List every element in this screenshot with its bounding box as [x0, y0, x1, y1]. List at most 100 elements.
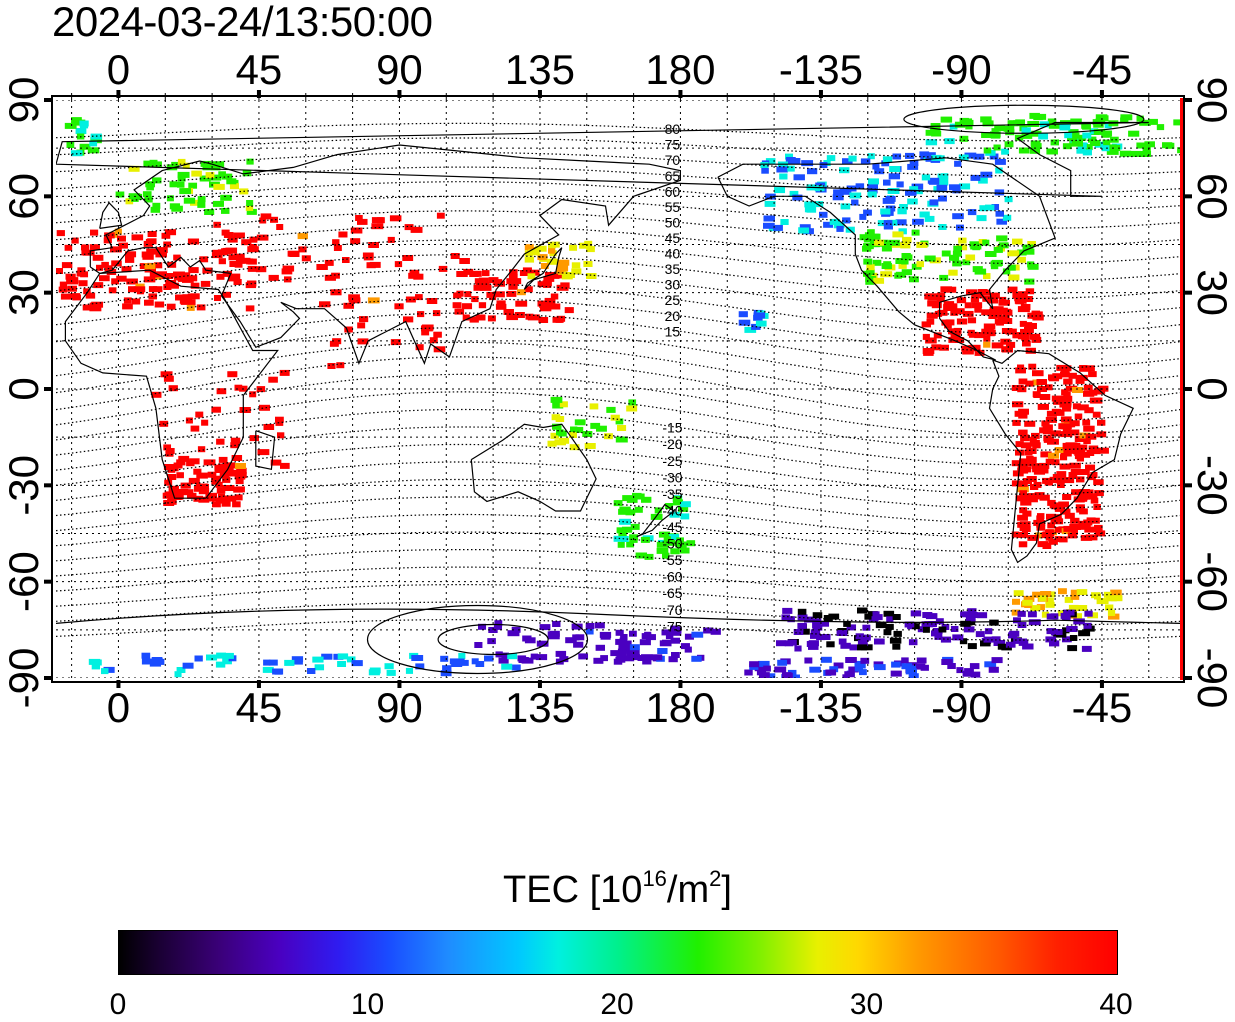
tec-cell — [738, 319, 751, 326]
coastline — [255, 430, 276, 471]
y-tick-label-left: -90 — [0, 648, 47, 709]
tec-cell — [227, 371, 238, 378]
tec-cell — [1018, 147, 1030, 154]
tec-cell — [890, 670, 902, 677]
tec-cell — [469, 271, 479, 277]
tec-cell — [1097, 115, 1109, 122]
tec-cell — [1090, 517, 1100, 524]
tec-cell — [387, 236, 395, 243]
tec-cell — [785, 158, 796, 165]
tec-cell — [1084, 365, 1095, 372]
tec-cell — [1060, 431, 1073, 438]
tec-cell — [1046, 613, 1058, 620]
tec-cell — [131, 195, 139, 202]
tec-cell — [1020, 499, 1032, 506]
tec-cell — [1039, 494, 1050, 501]
tec-cell — [754, 665, 765, 672]
tec-cell — [1058, 501, 1069, 508]
tec-cell — [941, 250, 951, 257]
tec-cell — [1128, 130, 1140, 137]
tec-cell — [235, 257, 245, 264]
tec-cell — [1094, 490, 1104, 497]
tec-cell — [205, 495, 214, 502]
tec-cell — [896, 181, 904, 188]
tec-cell — [503, 309, 515, 315]
tec-cell — [332, 338, 342, 345]
tec-cell — [874, 664, 886, 671]
tec-cell — [848, 666, 859, 673]
tec-cell — [167, 466, 176, 473]
tec-cell — [863, 243, 874, 250]
tec-cell — [1177, 147, 1180, 154]
contour-label: 55 — [665, 199, 681, 215]
magnetic-pole-contour — [437, 623, 549, 656]
tec-cell — [833, 662, 844, 669]
tec-cell — [507, 630, 520, 637]
tec-cell — [812, 612, 823, 619]
magnetic-contour — [56, 283, 1180, 335]
tec-cell — [773, 224, 783, 231]
tec-cell — [524, 256, 535, 263]
tec-cell — [350, 227, 363, 234]
magnetic-pole-contour — [366, 604, 589, 675]
tec-cell — [1076, 476, 1085, 483]
tec-cell — [902, 236, 912, 243]
x-tick-label-bottom: -45 — [1072, 684, 1133, 731]
contour-label: -70 — [662, 602, 682, 618]
y-tick-label-left: 90 — [0, 77, 47, 124]
tec-cell — [433, 346, 446, 353]
tec-cell — [564, 307, 574, 314]
tec-cell — [909, 186, 919, 193]
tec-cell — [152, 177, 162, 184]
tec-cell — [619, 506, 631, 513]
tec-cell — [493, 623, 503, 630]
tec-cell — [840, 203, 851, 210]
tec-cell — [456, 271, 468, 277]
tec-cell — [656, 541, 669, 548]
tec-cell — [1023, 248, 1035, 255]
tec-cell — [164, 491, 172, 498]
tec-cell — [984, 628, 993, 635]
tec-cell — [85, 292, 96, 299]
tec-cell — [404, 224, 414, 231]
y-tick-label-left: -30 — [0, 455, 47, 516]
magnetic-contour — [56, 461, 1180, 510]
tec-cell — [825, 669, 837, 676]
tec-cell — [1071, 489, 1081, 496]
tec-cell — [163, 444, 172, 451]
tec-cell — [921, 321, 931, 328]
tec-cell — [981, 132, 993, 138]
tec-cell — [970, 671, 981, 678]
tec-cell — [61, 262, 73, 269]
tec-cell — [656, 547, 669, 554]
tec-cell — [997, 643, 1010, 650]
tec-cell — [927, 294, 940, 301]
tec-cell — [993, 640, 1006, 646]
tec-cell — [144, 263, 156, 270]
tec-cell — [1015, 119, 1026, 126]
tec-cell — [1019, 458, 1027, 465]
tec-cell — [883, 220, 893, 227]
tec-cell — [931, 302, 942, 309]
tec-cell — [1019, 521, 1031, 528]
tec-cell — [1015, 441, 1024, 448]
y-tick-label-right: 90 — [1189, 77, 1235, 124]
tec-cell — [60, 293, 72, 300]
tec-cell — [1051, 503, 1060, 510]
tec-cell — [342, 257, 350, 263]
tec-cell — [959, 135, 969, 142]
tec-cell — [222, 476, 231, 483]
tec-cell — [874, 168, 885, 175]
tec-cell — [994, 189, 1005, 196]
tec-cell — [163, 375, 174, 382]
tec-cell — [843, 620, 851, 627]
tec-cell — [70, 150, 83, 157]
tec-cell — [1079, 365, 1088, 371]
tec-cell — [1067, 532, 1078, 539]
tec-cell — [950, 333, 961, 340]
tec-cell — [984, 251, 997, 257]
tec-cell — [859, 213, 867, 220]
tec-cell — [239, 257, 251, 264]
tec-cell — [1066, 626, 1078, 632]
